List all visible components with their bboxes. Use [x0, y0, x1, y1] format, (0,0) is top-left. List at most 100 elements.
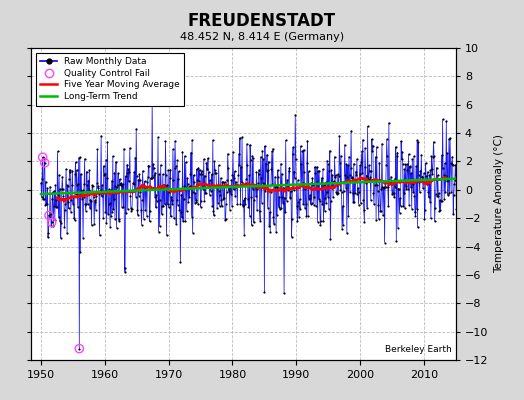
- Point: [55, 172, 63, 178]
- Point: [413, 224, 422, 230]
- Point: [398, 161, 407, 168]
- Point: [363, 204, 371, 211]
- Point: [273, 212, 281, 218]
- Point: [39, 196, 47, 202]
- Point: [129, 180, 137, 186]
- Point: [345, 154, 353, 160]
- Point: [253, 207, 261, 214]
- Point: [316, 222, 324, 228]
- Point: [275, 194, 283, 200]
- Point: [226, 207, 234, 213]
- Point: [414, 138, 422, 145]
- Point: [126, 144, 134, 151]
- Point: [141, 184, 150, 190]
- Point: [42, 201, 51, 208]
- Point: [406, 164, 414, 170]
- Point: [360, 219, 368, 226]
- Point: [285, 168, 293, 174]
- Point: [157, 162, 165, 168]
- Point: [158, 211, 166, 217]
- Point: [411, 209, 419, 215]
- Point: [107, 178, 116, 184]
- Point: [63, 230, 71, 236]
- Point: [408, 206, 416, 212]
- Point: [369, 142, 377, 149]
- Point: [339, 222, 347, 228]
- Point: [40, 160, 49, 166]
- Point: [188, 137, 196, 143]
- Point: [326, 198, 335, 205]
- Point: [117, 180, 126, 186]
- Point: [372, 154, 380, 160]
- Point: [135, 171, 144, 178]
- Point: [345, 172, 354, 178]
- Point: [310, 201, 318, 208]
- Point: [361, 164, 369, 170]
- Point: [72, 191, 80, 198]
- Point: [60, 197, 68, 203]
- Point: [401, 205, 409, 212]
- Point: [53, 148, 62, 155]
- Point: [349, 198, 357, 205]
- Point: [146, 208, 154, 214]
- Point: [94, 185, 102, 191]
- Point: [216, 175, 225, 181]
- Point: [200, 198, 209, 205]
- Point: [97, 193, 106, 199]
- Point: [319, 218, 328, 224]
- Point: [275, 203, 283, 210]
- Point: [45, 212, 53, 218]
- Point: [162, 172, 170, 178]
- Point: [321, 179, 330, 186]
- Point: [228, 172, 237, 178]
- Point: [231, 168, 239, 174]
- Point: [163, 182, 171, 188]
- Point: [139, 182, 147, 189]
- Point: [260, 289, 269, 295]
- Point: [374, 188, 382, 194]
- Point: [327, 167, 335, 174]
- Point: [287, 188, 295, 194]
- Point: [353, 156, 361, 162]
- Point: [259, 156, 268, 162]
- Point: [325, 168, 333, 174]
- Point: [71, 171, 79, 178]
- Point: [132, 126, 140, 132]
- Point: [366, 174, 375, 180]
- Point: [358, 170, 366, 176]
- Point: [395, 186, 403, 192]
- Point: [174, 176, 182, 182]
- Point: [205, 192, 214, 198]
- Point: [351, 190, 359, 196]
- Point: [281, 137, 290, 144]
- Point: [85, 187, 93, 193]
- Point: [190, 179, 199, 185]
- Point: [129, 181, 138, 188]
- Point: [112, 158, 120, 165]
- Point: [301, 185, 310, 192]
- Point: [57, 235, 65, 241]
- Point: [403, 167, 412, 174]
- Point: [274, 174, 282, 180]
- Point: [106, 187, 115, 193]
- Point: [79, 234, 87, 241]
- Point: [447, 161, 456, 168]
- Point: [140, 183, 148, 190]
- Point: [291, 156, 300, 162]
- Point: [413, 137, 421, 144]
- Point: [72, 167, 81, 173]
- Point: [79, 194, 88, 201]
- Point: [217, 203, 226, 209]
- Point: [75, 346, 83, 352]
- Point: [59, 193, 68, 199]
- Point: [373, 182, 381, 188]
- Point: [408, 156, 417, 162]
- Point: [111, 183, 119, 189]
- Point: [228, 202, 236, 209]
- Point: [340, 188, 348, 194]
- Point: [109, 206, 117, 212]
- Point: [99, 215, 107, 222]
- Point: [226, 184, 235, 191]
- Point: [39, 196, 48, 202]
- Point: [42, 201, 50, 208]
